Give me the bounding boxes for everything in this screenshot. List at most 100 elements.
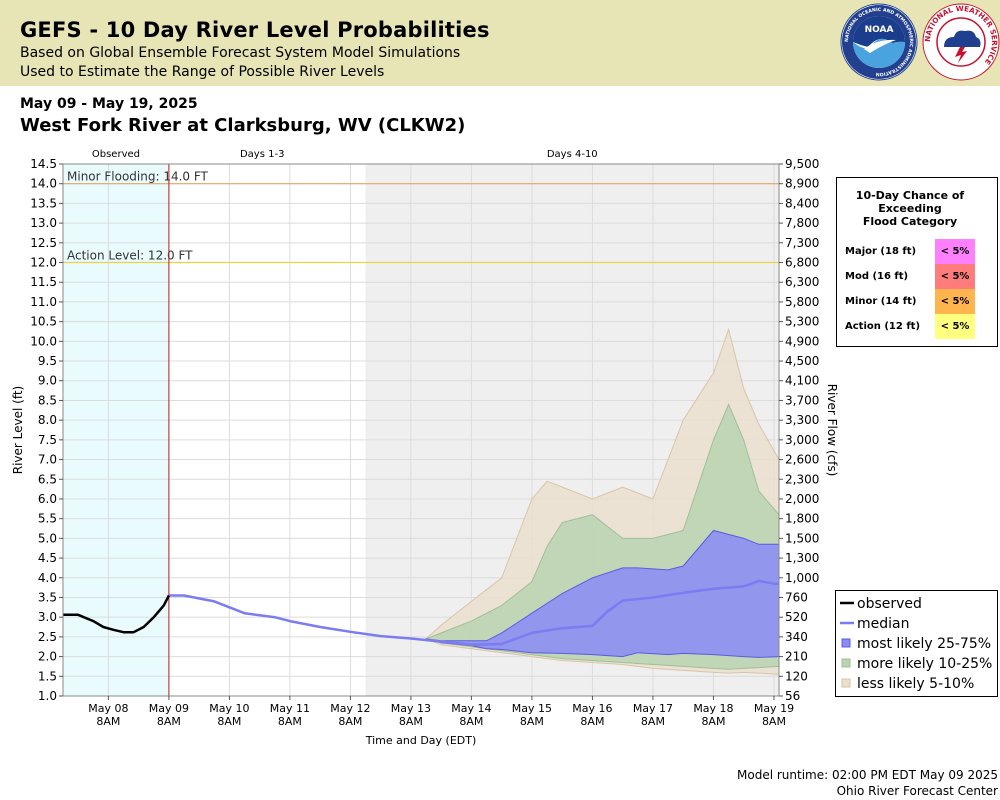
- y-tick-label: 11.0: [30, 295, 57, 309]
- flow-tick-label: 340: [785, 630, 808, 644]
- x-tick-time: 8AM: [217, 715, 241, 728]
- y-tick-label: 8.5: [38, 393, 57, 407]
- flood-row-swatch: [935, 239, 975, 264]
- x-tick-time: 8AM: [762, 715, 786, 728]
- flow-tick-label: 2,600: [785, 453, 819, 467]
- x-axis-label: Time and Day (EDT): [365, 734, 477, 747]
- station-title: West Fork River at Clarksburg, WV (CLKW2…: [20, 115, 466, 136]
- flow-tick-label: 5,800: [785, 295, 819, 309]
- x-tick-time: 8AM: [459, 715, 483, 728]
- y-tick-label: 7.0: [38, 453, 57, 467]
- flood-row-value: < 5%: [941, 321, 970, 332]
- region-label: Days 4-10: [547, 149, 598, 160]
- flood-row-swatch: [935, 314, 975, 339]
- x-tick-time: 8AM: [580, 715, 604, 728]
- flood-row-label: Major (18 ft): [845, 246, 916, 257]
- y-tick-label: 12.0: [30, 256, 57, 270]
- y-tick-label: 10.5: [30, 315, 57, 329]
- x-tick-day: May 10: [209, 702, 249, 715]
- x-tick-time: 8AM: [96, 715, 120, 728]
- subtitle-line-2: Used to Estimate the Range of Possible R…: [20, 64, 385, 80]
- flow-tick-label: 3,300: [785, 413, 819, 427]
- noaa-logo: NATIONAL OCEANIC AND ATMOSPHERIC ADMINIS…: [840, 3, 918, 81]
- legend: [835, 590, 998, 697]
- flow-tick-label: 1,800: [785, 512, 819, 526]
- flow-tick-label: 1,500: [785, 531, 819, 545]
- flow-tick-label: 8,400: [785, 196, 819, 210]
- flow-tick-label: 1,000: [785, 571, 819, 585]
- legend-label: observed: [857, 596, 922, 612]
- flow-tick-label: 2,000: [785, 492, 819, 506]
- flow-tick-label: 6,300: [785, 275, 819, 289]
- y-tick-label: 7.5: [38, 433, 57, 447]
- action-level-label: Action Level: 12.0 FT: [67, 249, 193, 263]
- flow-tick-label: 4,900: [785, 334, 819, 348]
- y-tick-label: 8.0: [38, 413, 57, 427]
- legend-label: most likely 25-75%: [857, 636, 991, 652]
- y-tick-label: 10.0: [30, 334, 57, 348]
- date-range: May 09 - May 19, 2025: [20, 96, 198, 112]
- forecast-center: Ohio River Forecast Center: [836, 784, 998, 798]
- x-tick-day: May 08: [88, 702, 128, 715]
- region-observed: [63, 164, 169, 696]
- noaa-logo-text: NOAA: [865, 25, 894, 35]
- flow-tick-label: 2,300: [785, 472, 819, 486]
- flood-row-value: < 5%: [941, 271, 970, 282]
- x-tick-time: 8AM: [399, 715, 423, 728]
- legend-swatch: [841, 638, 851, 648]
- flood-row-value: < 5%: [941, 296, 970, 307]
- legend-label: more likely 10-25%: [857, 656, 992, 672]
- x-tick-time: 8AM: [641, 715, 665, 728]
- y-tick-label: 6.5: [38, 472, 57, 486]
- y-tick-label: 2.5: [38, 630, 57, 644]
- x-tick-day: May 13: [391, 702, 431, 715]
- region-label: Observed: [92, 149, 140, 160]
- flow-tick-label: 7,800: [785, 216, 819, 230]
- x-tick-time: 8AM: [520, 715, 544, 728]
- flow-tick-label: 5,300: [785, 315, 819, 329]
- y-tick-label: 3.0: [38, 610, 57, 624]
- y-tick-label: 13.0: [30, 216, 57, 230]
- flow-tick-label: 7,300: [785, 236, 819, 250]
- y-tick-label: 4.0: [38, 571, 57, 585]
- x-tick-day: May 14: [451, 702, 491, 715]
- y-tick-label: 6.0: [38, 492, 57, 506]
- y-tick-label: 12.5: [30, 236, 57, 250]
- x-tick-day: May 19: [754, 702, 794, 715]
- y-tick-label: 13.5: [30, 196, 57, 210]
- flow-tick-label: 3,700: [785, 393, 819, 407]
- subtitle-line-1: Based on Global Ensemble Forecast System…: [20, 45, 461, 61]
- flow-tick-label: 760: [785, 590, 808, 604]
- y-tick-label: 5.5: [38, 512, 57, 526]
- legend-label: median: [857, 616, 909, 632]
- flood-table-title: 10-Day Chance of: [856, 189, 965, 202]
- flow-tick-label: 3,000: [785, 433, 819, 447]
- y-tick-label: 3.5: [38, 590, 57, 604]
- y-tick-label: 14.0: [30, 177, 57, 191]
- flow-tick-label: 9,500: [785, 157, 819, 171]
- x-tick-day: May 15: [512, 702, 552, 715]
- flood-table-title: Exceeding: [878, 202, 941, 215]
- flow-tick-label: 6,800: [785, 256, 819, 270]
- x-tick-time: 8AM: [157, 715, 181, 728]
- y-tick-label: 9.0: [38, 374, 57, 388]
- flood-row-swatch: [935, 289, 975, 314]
- flood-row-value: < 5%: [941, 246, 970, 257]
- legend-swatch: [841, 658, 851, 668]
- legend-swatch: [841, 678, 851, 688]
- header-banner: GEFS - 10 Day River Level Probabilities …: [0, 0, 1000, 86]
- y-axis-label-right: River Flow (cfs): [825, 384, 839, 477]
- x-tick-time: 8AM: [338, 715, 362, 728]
- median-line: [168, 579, 779, 647]
- x-tick-day: May 09: [149, 702, 189, 715]
- x-tick-time: 8AM: [701, 715, 725, 728]
- flood-row-label: Mod (16 ft): [845, 271, 908, 282]
- y-tick-label: 1.5: [38, 669, 57, 683]
- y-tick-label: 11.5: [30, 275, 57, 289]
- flow-tick-label: 1,300: [785, 551, 819, 565]
- y-axis-label: River Level (ft): [11, 386, 25, 474]
- flow-tick-label: 8,900: [785, 177, 819, 191]
- flow-tick-label: 120: [785, 669, 808, 683]
- flow-tick-label: 210: [785, 650, 808, 664]
